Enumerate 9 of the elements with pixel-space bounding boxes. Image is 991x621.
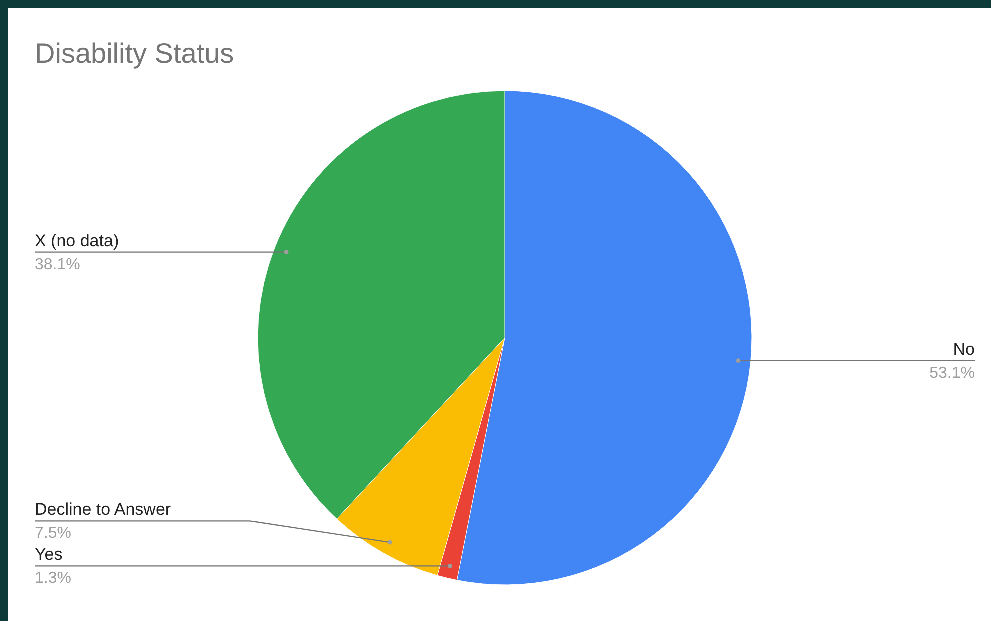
chart-title: Disability Status [35, 38, 234, 69]
slice-label: Yes [35, 545, 63, 564]
slice-label: Decline to Answer [35, 500, 172, 520]
slice-label: X (no data) [35, 231, 120, 250]
slice-label: No [953, 340, 975, 359]
data-label: 1.3% [35, 570, 72, 588]
data-label: 53.1% [930, 364, 975, 382]
data-label: 7.5% [35, 525, 72, 542]
data-label: 38.1% [35, 256, 80, 274]
